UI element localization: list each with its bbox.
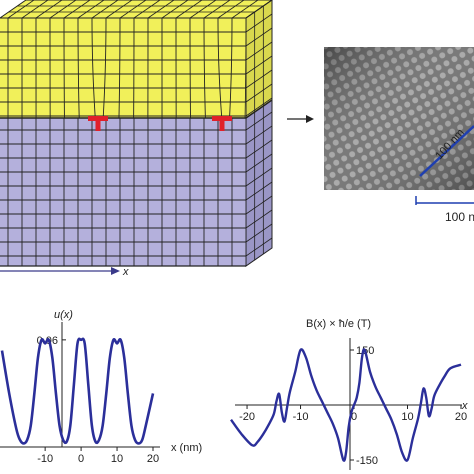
chart1-y-label: u(x) (54, 309, 73, 321)
horizontal-scale-label: 100 nm (445, 210, 474, 224)
dislocation-marker (88, 116, 108, 121)
grid-line (49, 0, 77, 19)
chart2-y-label: B(x) × ħ/e (T) (306, 318, 371, 330)
grid-line (245, 209, 273, 229)
interface-line (245, 99, 273, 119)
grid-line (203, 0, 231, 19)
grid-line (77, 17, 80, 119)
grid-line (91, 0, 119, 19)
grid-line (189, 0, 217, 19)
chart2-x-tick-label: 10 (401, 411, 413, 423)
tem-micrograph: 100 nm 100 nm (324, 47, 474, 224)
grid-line (161, 0, 189, 19)
chart2-x-tick-label: 20 (455, 411, 467, 423)
grid-line (119, 0, 147, 19)
grid-line (118, 17, 121, 119)
chart1-x-tick-label: 20 (147, 453, 159, 465)
chart2-x-label: x (461, 400, 468, 412)
grid-line (203, 17, 206, 119)
schematic-x-axis-label: x (122, 266, 129, 278)
grid-line (245, 181, 273, 201)
displacement-chart: -10 0 10 20 0.06 u(x) x (nm) (0, 309, 202, 465)
grid-line (77, 0, 105, 19)
grid-line (245, 69, 273, 89)
chart1-x-tick-label: 10 (111, 453, 123, 465)
grid-line (63, 0, 91, 19)
grid-line (245, 27, 273, 47)
grid-line (231, 0, 259, 19)
chart2-series-line (230, 348, 462, 462)
grid-line (229, 17, 233, 119)
grid-line (245, 13, 273, 33)
grid-line (21, 0, 49, 19)
grid-line (245, 111, 273, 131)
grid-line (244, 17, 247, 119)
grid-line (245, 153, 273, 173)
grid-line (245, 167, 273, 187)
grid-line (245, 55, 273, 75)
chart2-x-tick-label: -10 (293, 411, 309, 423)
chart2-x-tick-label: 0 (351, 411, 357, 423)
grid-line (217, 0, 245, 19)
crystal-block-schematic: x (0, 0, 273, 278)
grid-line (189, 17, 191, 119)
chart1-series-line (0, 337, 155, 445)
chart1-x-tick-label: 0 (78, 453, 84, 465)
grid-line (245, 195, 273, 215)
grid-line (7, 0, 35, 19)
grid-line (245, 125, 273, 145)
chart1-x-tick-label: -10 (37, 453, 53, 465)
chart1-x-label: x (nm) (171, 442, 202, 454)
block-front-face-lower (0, 118, 246, 266)
grid-line (147, 0, 175, 19)
connector-arrowhead (306, 115, 314, 123)
diagonal-scale-bar (419, 125, 474, 177)
block-front-face-upper (0, 18, 246, 118)
grid-line (217, 17, 223, 119)
grid-line (133, 0, 161, 19)
grid-line (105, 0, 133, 19)
dislocation-markers (88, 116, 232, 131)
grid-line (175, 0, 203, 19)
grid-line (245, 41, 273, 61)
grid-line (245, 97, 273, 117)
grid-line (245, 0, 273, 19)
dislocation-marker (212, 116, 232, 121)
chart2-x-tick-label: -20 (239, 411, 255, 423)
grid-line (91, 17, 96, 119)
grid-line (245, 83, 273, 103)
chart2-y-tick-label: -150 (356, 455, 378, 467)
grid-line (245, 237, 273, 257)
dislocation-marker (95, 120, 101, 131)
lattice-gridlines (0, 0, 273, 267)
grid-line (245, 223, 273, 243)
grid-line (102, 17, 107, 119)
grid-line (35, 0, 63, 19)
grid-line (245, 139, 273, 159)
x-axis-arrowhead (111, 267, 120, 275)
dislocation-marker (219, 120, 225, 131)
